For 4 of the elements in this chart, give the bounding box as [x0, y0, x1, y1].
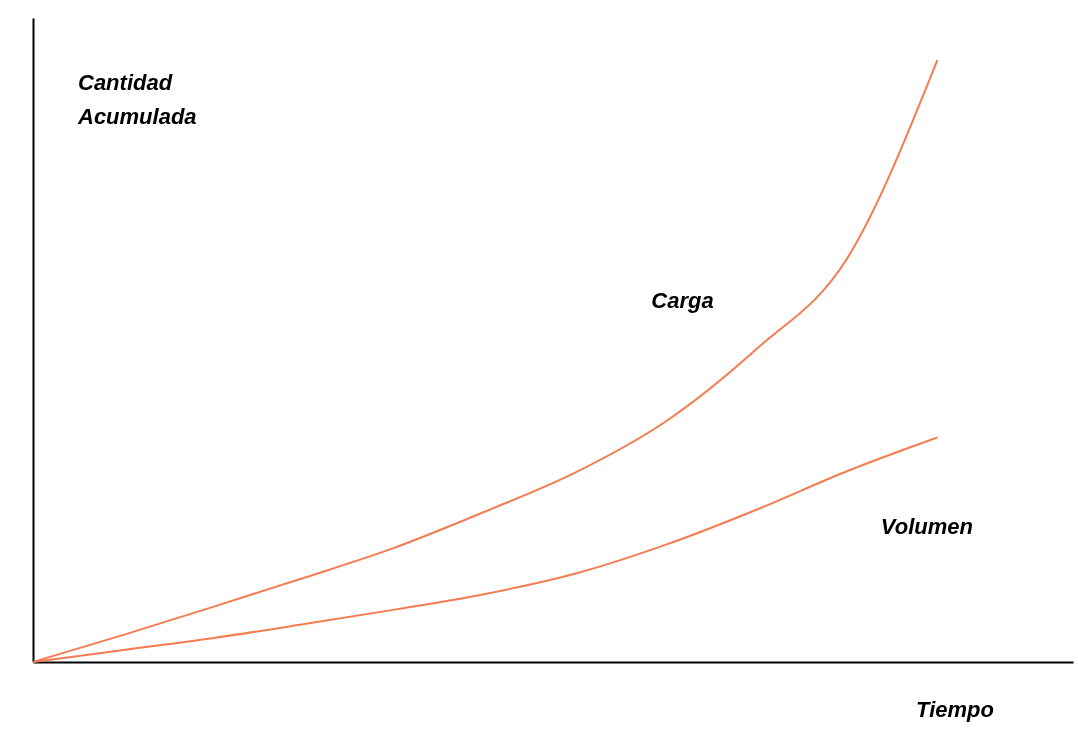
- text: Carga: [651, 288, 714, 314]
- x-axis-title: Tiempo: [916, 697, 994, 722]
- y-axis-title: Cantidad Acumulada: [77, 70, 197, 129]
- text: Volumen: [880, 514, 973, 540]
